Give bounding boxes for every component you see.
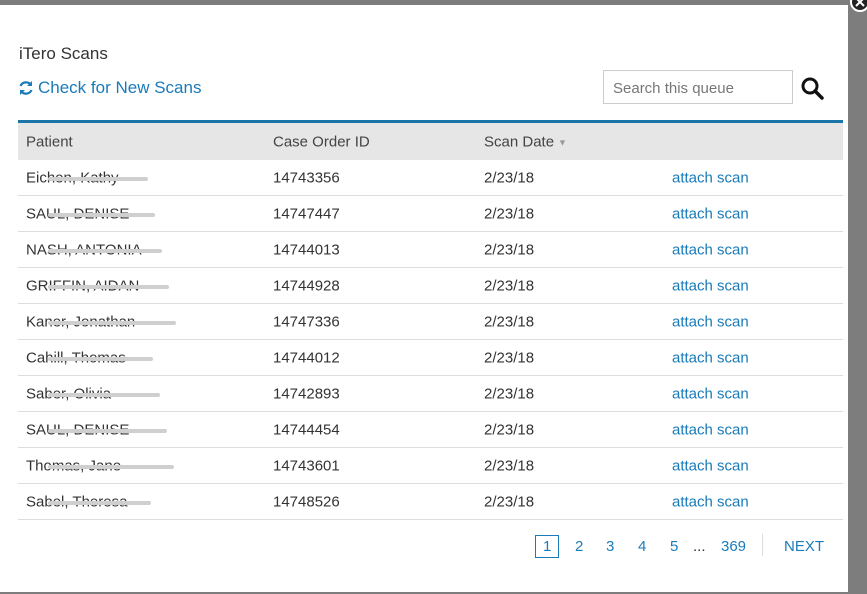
case-order-id: 14747336 bbox=[273, 313, 340, 330]
redaction bbox=[48, 213, 155, 217]
scan-date: 2/23/18 bbox=[484, 457, 535, 474]
attach-scan-link[interactable]: attach scan bbox=[672, 313, 749, 330]
scan-date: 2/23/18 bbox=[484, 277, 535, 294]
case-order-id: 14744928 bbox=[273, 277, 340, 294]
page-link[interactable]: 2 bbox=[575, 538, 584, 555]
page-link[interactable]: 369 bbox=[721, 538, 747, 555]
header-row: Patient Case Order ID Scan Date ▼ bbox=[18, 123, 843, 160]
case-order-id: 14744454 bbox=[273, 421, 340, 438]
attach-scan-link[interactable]: attach scan bbox=[672, 205, 749, 222]
attach-scan-link[interactable]: attach scan bbox=[672, 349, 749, 366]
column-header: Case Order ID bbox=[273, 133, 370, 150]
attach-scan-link[interactable]: attach scan bbox=[672, 169, 749, 186]
search-placeholder: Search this queue bbox=[613, 80, 734, 97]
ellipsis: ... bbox=[693, 538, 706, 555]
attach-scan-link[interactable]: attach scan bbox=[672, 421, 749, 438]
scan-date: 2/23/18 bbox=[484, 313, 535, 330]
scan-date: 2/23/18 bbox=[484, 385, 535, 402]
redaction bbox=[48, 249, 162, 253]
attach-scan-link[interactable]: attach scan bbox=[672, 457, 749, 474]
scan-date: 2/23/18 bbox=[484, 205, 535, 222]
scan-date: 2/23/18 bbox=[484, 493, 535, 510]
next-link[interactable]: NEXT bbox=[784, 538, 825, 555]
scan-date: 2/23/18 bbox=[484, 241, 535, 258]
close-button[interactable] bbox=[850, 0, 867, 12]
redaction bbox=[48, 465, 174, 469]
scan-date: 2/23/18 bbox=[484, 349, 535, 366]
redaction bbox=[48, 357, 153, 361]
case-order-id: 14747447 bbox=[273, 205, 340, 222]
separator bbox=[762, 534, 763, 556]
case-order-id: 14744012 bbox=[273, 349, 340, 366]
scan-date: 2/23/18 bbox=[484, 421, 535, 438]
redaction bbox=[48, 177, 148, 181]
redaction bbox=[48, 321, 176, 325]
redaction bbox=[48, 393, 160, 397]
search-input[interactable]: Search this queue bbox=[603, 70, 793, 104]
case-order-id: 14743356 bbox=[273, 169, 340, 186]
column-header: Patient bbox=[26, 133, 73, 150]
refresh-icon bbox=[19, 81, 33, 95]
modal-title: iTero Scans bbox=[19, 44, 108, 63]
page-link[interactable]: 3 bbox=[606, 538, 615, 555]
attach-scan-link[interactable]: attach scan bbox=[672, 493, 749, 510]
case-order-id: 14742893 bbox=[273, 385, 340, 402]
page-link[interactable]: 5 bbox=[670, 538, 679, 555]
attach-scan-link[interactable]: attach scan bbox=[672, 241, 749, 258]
refresh-link[interactable]: Check for New Scans bbox=[18, 78, 201, 98]
refresh-text: Check for New Scans bbox=[38, 78, 202, 97]
case-order-id: 14743601 bbox=[273, 457, 340, 474]
scan-date: 2/23/18 bbox=[484, 169, 535, 186]
attach-scan-link[interactable]: attach scan bbox=[672, 277, 749, 294]
attach-scan-link[interactable]: attach scan bbox=[672, 385, 749, 402]
search-button[interactable] bbox=[800, 76, 824, 100]
column-header[interactable]: Scan Date ▼ bbox=[484, 133, 567, 150]
case-order-id: 14744013 bbox=[273, 241, 340, 258]
redaction bbox=[48, 285, 169, 289]
page-link[interactable]: 1 bbox=[535, 535, 560, 558]
redaction bbox=[48, 501, 151, 505]
modal: iTero Scans Check for New Scans Search t… bbox=[0, 5, 848, 592]
sort-arrow: ▼ bbox=[558, 137, 567, 148]
page-link[interactable]: 4 bbox=[638, 538, 647, 555]
redaction bbox=[48, 429, 167, 433]
case-order-id: 14748526 bbox=[273, 493, 340, 510]
